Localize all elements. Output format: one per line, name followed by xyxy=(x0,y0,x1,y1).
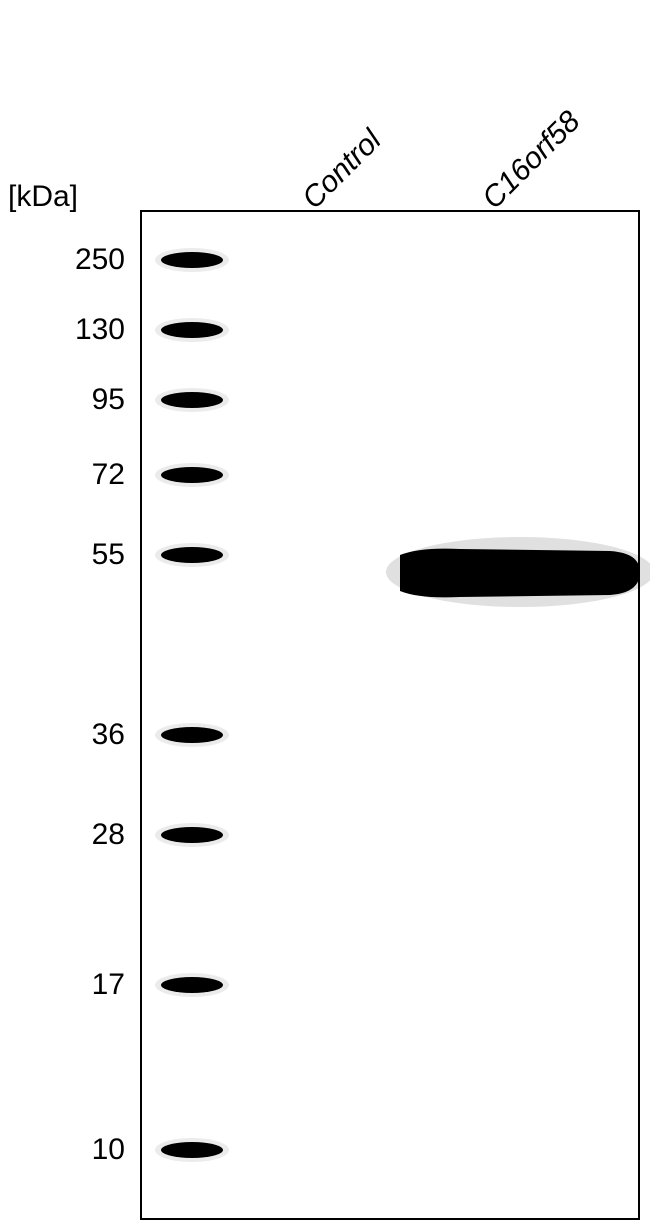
marker-label-17: 17 xyxy=(35,968,125,1002)
western-blot-figure: [kDa] Control C16orf58 250 130 95 72 55 36 28 17… xyxy=(0,0,650,1232)
marker-label-28: 28 xyxy=(35,818,125,852)
lane-label-control: Control xyxy=(296,124,388,216)
marker-label-36: 36 xyxy=(35,718,125,752)
marker-label-72: 72 xyxy=(35,458,125,492)
marker-label-10: 10 xyxy=(35,1133,125,1167)
marker-label-250: 250 xyxy=(35,243,125,277)
marker-label-55: 55 xyxy=(35,538,125,572)
unit-label: [kDa] xyxy=(8,180,78,214)
blot-frame xyxy=(140,210,640,1220)
lane-label-c16orf58: C16orf58 xyxy=(476,105,587,216)
marker-label-130: 130 xyxy=(35,313,125,347)
marker-label-95: 95 xyxy=(35,383,125,417)
